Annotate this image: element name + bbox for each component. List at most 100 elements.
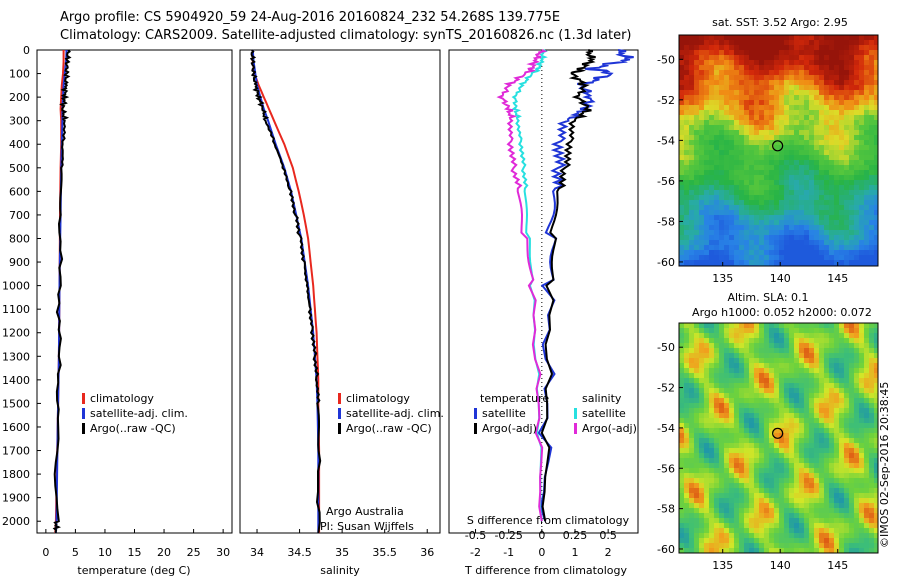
sst-map-cell (749, 35, 755, 41)
sla-map-cell (684, 393, 690, 399)
sla-map-cell (734, 438, 740, 444)
sst-map-cell (859, 95, 865, 101)
sla-map-cell (734, 388, 740, 394)
sla-map-cell (759, 323, 765, 329)
sla-map-cell (724, 523, 730, 529)
sla-map-cell (684, 378, 690, 384)
sst-map-cell (834, 40, 840, 46)
sla-map-cell (754, 463, 760, 469)
sla-map-cell (819, 478, 825, 484)
sla-map-cell (749, 513, 755, 519)
sst-map-cell (724, 235, 730, 241)
sla-map-cell (774, 523, 780, 529)
sst-map-cell (834, 85, 840, 91)
sst-map-cell (709, 120, 715, 126)
sst-map-cell (794, 240, 800, 246)
sst-map-cell (849, 200, 855, 206)
sst-map-cell (824, 200, 830, 206)
sst-map-cell (724, 145, 730, 151)
sst-map-cell (754, 65, 760, 71)
sla-map-cell (744, 528, 750, 534)
sst-map-cell (814, 55, 820, 61)
sla-map-cell (744, 438, 750, 444)
sst-map-cell (734, 130, 740, 136)
sla-map-cell (734, 328, 740, 334)
sla-map-cell (789, 528, 795, 534)
sla-map-cell (844, 343, 850, 349)
sla-map-cell (734, 533, 740, 539)
sla-map-cell (684, 328, 690, 334)
sst-map-cell (859, 260, 865, 266)
sst-map-cell (814, 130, 820, 136)
sla-map-cell (754, 418, 760, 424)
sla-map-cell (794, 533, 800, 539)
sst-map-cell (799, 160, 805, 166)
sla-map-cell (769, 438, 775, 444)
sst-map-cell (739, 65, 745, 71)
sst-map-cell (754, 205, 760, 211)
sst-map-cell (729, 155, 735, 161)
sla-map-cell (849, 378, 855, 384)
depth-tick-label: 800 (9, 232, 30, 245)
sla-map-cell (864, 353, 870, 359)
sst-map-cell (774, 190, 780, 196)
depth-tick-label: 1800 (2, 468, 30, 481)
sst-map-cell (719, 165, 725, 171)
sla-map-cell (679, 498, 685, 504)
sst-map-cell (689, 135, 695, 141)
sla-map-cell (754, 373, 760, 379)
sst-map-cell (829, 260, 835, 266)
sst-map-cell (709, 40, 715, 46)
sst-map-cell (834, 35, 840, 41)
sla-map-cell (739, 338, 745, 344)
sla-map-cell (859, 503, 865, 509)
sst-map-cell (874, 65, 879, 71)
sst-map-cell (789, 180, 795, 186)
sla-map-cell (699, 468, 705, 474)
sst-map-cell (769, 250, 775, 256)
sst-map-cell (789, 130, 795, 136)
sla-map-cell (684, 458, 690, 464)
sst-map-cell (789, 225, 795, 231)
sla-map-cell (694, 433, 700, 439)
sla-map-cell (774, 548, 780, 554)
sla-map-cell (809, 328, 815, 334)
sst-map-cell (774, 210, 780, 216)
sst-map-cell (769, 95, 775, 101)
sst-map-cell (739, 50, 745, 56)
sla-map-cell (779, 523, 785, 529)
sla-map-cell (794, 353, 800, 359)
sla-map-cell (744, 488, 750, 494)
sla-map-cell (804, 363, 810, 369)
sst-map-cell (684, 225, 690, 231)
sst-map-cell (824, 225, 830, 231)
sla-map-cell (849, 453, 855, 459)
sst-map-cell (709, 95, 715, 101)
sst-map-cell (829, 225, 835, 231)
sla-map-cell (824, 518, 830, 524)
sst-map-cell (784, 260, 790, 266)
sst-map-cell (689, 95, 695, 101)
sst-map-cell (739, 235, 745, 241)
sla-map-cell (844, 503, 850, 509)
sst-map-cell (689, 165, 695, 171)
sal-note-line2: PI: Susan Wijffels (320, 520, 414, 533)
sst-map-cell (689, 120, 695, 126)
sla-map-y-tick-label: -50 (657, 341, 675, 354)
sla-map-cell (784, 538, 790, 544)
sla-map-cell (724, 328, 730, 334)
sst-map-cell (784, 140, 790, 146)
sst-map-cell (814, 115, 820, 121)
sla-map-cell (679, 433, 685, 439)
sst-map-cell (764, 145, 770, 151)
sst-map-cell (844, 35, 850, 41)
sst-map-cell (709, 260, 715, 266)
sst-map-cell (749, 255, 755, 261)
sla-map-cell (744, 393, 750, 399)
sst-map-cell (819, 170, 825, 176)
sla-map-argo-marker (772, 427, 784, 439)
sst-map-cell (824, 230, 830, 236)
sst-map-cell (859, 250, 865, 256)
sla-map-cell (864, 423, 870, 429)
sst-map-cell (864, 115, 870, 121)
